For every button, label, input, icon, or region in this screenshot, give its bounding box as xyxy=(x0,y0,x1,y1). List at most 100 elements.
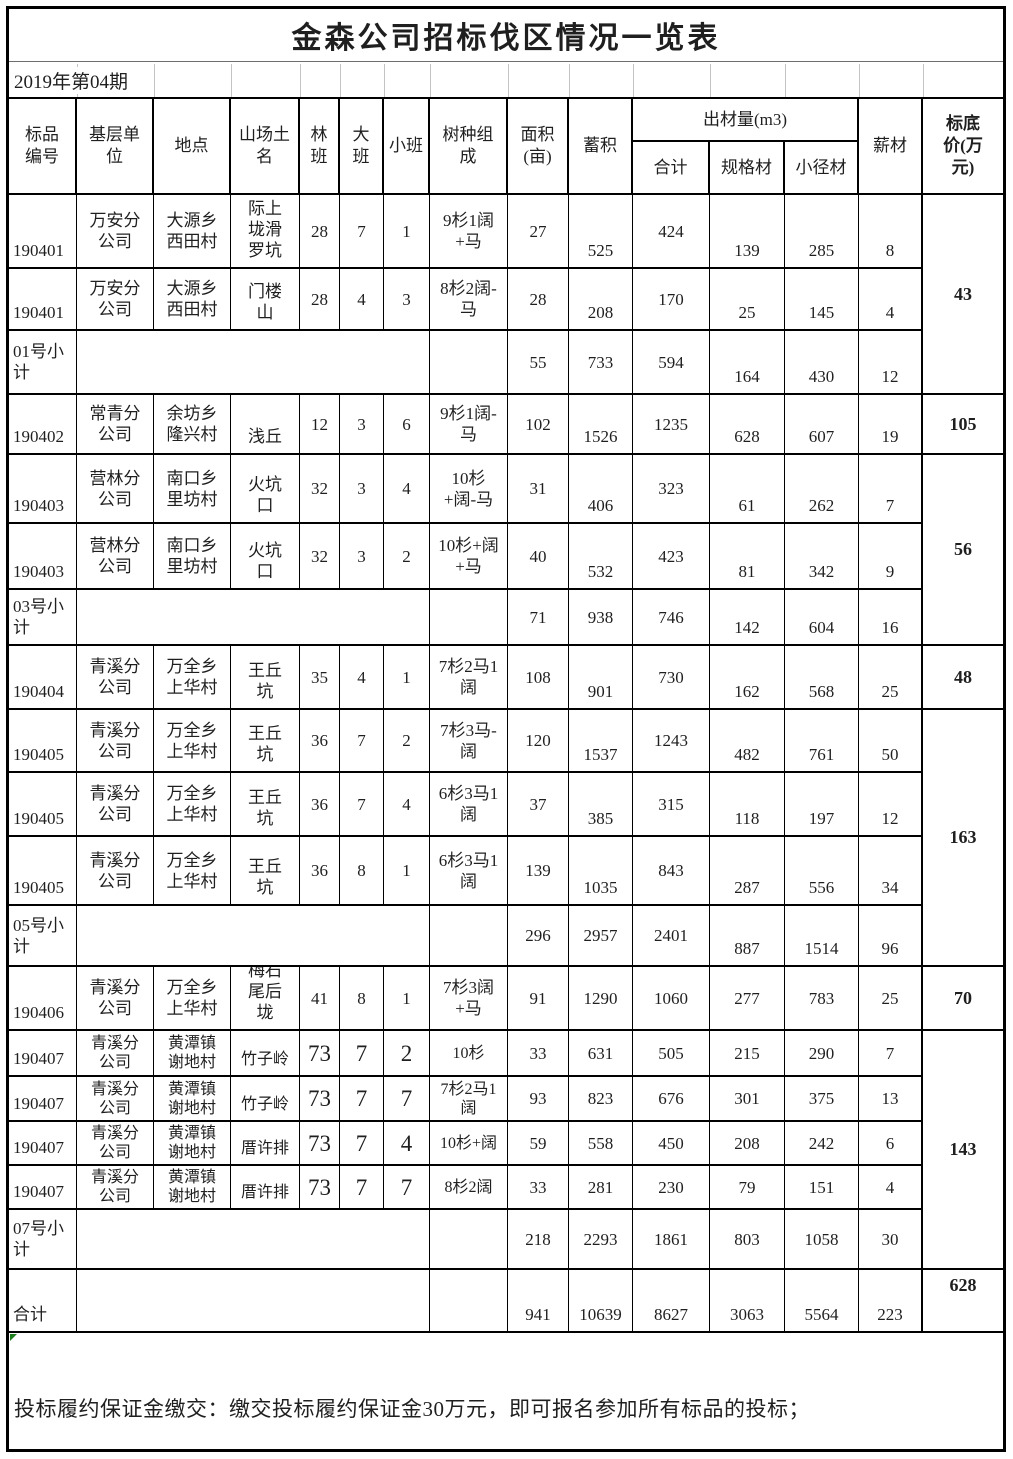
row3-stock-cell: 1526 xyxy=(569,395,633,455)
row17-species-empty-cell xyxy=(430,1210,508,1270)
row0-small-cell: 285 xyxy=(785,195,859,269)
price-group1-cell: 105 xyxy=(923,395,1003,455)
row8-spec-cell: 482 xyxy=(710,710,785,773)
row15-unit-cell: 青溪分公司 xyxy=(77,1122,154,1166)
row5-lin-cell: 32 xyxy=(300,524,340,590)
row8-species-cell: 7杉3马-阔 xyxy=(430,710,508,773)
light-gridline xyxy=(633,64,634,97)
row11-small-cell: 1514 xyxy=(785,906,859,967)
row9-area-cell: 37 xyxy=(508,773,569,837)
row10-species-cell: 6杉3马1阔 xyxy=(430,837,508,906)
light-gridline xyxy=(430,64,431,97)
row8-da-cell: 7 xyxy=(340,710,384,773)
row15-area-cell: 59 xyxy=(508,1122,569,1166)
row13-total-cell: 505 xyxy=(633,1031,710,1077)
light-gridline xyxy=(710,64,711,97)
row14-small-cell: 375 xyxy=(785,1077,859,1122)
row3-da-cell: 3 xyxy=(340,395,384,455)
row0-da-cell: 7 xyxy=(340,195,384,269)
row10-da-cell: 8 xyxy=(340,837,384,906)
row9-unit-cell: 青溪分公司 xyxy=(77,773,154,837)
row12-lin-cell: 41 xyxy=(300,967,340,1031)
row4-lin-cell: 32 xyxy=(300,455,340,524)
row15-site-cell: 厝许排 xyxy=(231,1122,300,1166)
row11-fire-cell: 96 xyxy=(859,906,923,967)
row12-site-cell: 梅石尾后垅 xyxy=(231,967,300,1031)
row14-da-cell: 7 xyxy=(340,1077,384,1122)
row14-xiao-cell: 7 xyxy=(384,1077,430,1122)
row1-total-cell: 170 xyxy=(633,269,710,331)
row8-fire-cell: 50 xyxy=(859,710,923,773)
row2-total-cell: 594 xyxy=(633,331,710,395)
row6-total-cell: 746 xyxy=(633,590,710,646)
light-gridline xyxy=(785,64,786,97)
row14-stock-cell: 823 xyxy=(569,1077,633,1122)
row2-stock-cell: 733 xyxy=(569,331,633,395)
row13-da-cell: 7 xyxy=(340,1031,384,1077)
header-lin_ban: 林班 xyxy=(300,99,340,195)
row10-total-cell: 843 xyxy=(633,837,710,906)
row1-da-cell: 4 xyxy=(340,269,384,331)
row10-small-cell: 556 xyxy=(785,837,859,906)
row2-label-cell: 01号小计 xyxy=(9,331,77,395)
row16-unit-cell: 青溪分公司 xyxy=(77,1166,154,1210)
row14-spec-cell: 301 xyxy=(710,1077,785,1122)
header-base_price: 标底价(万元) xyxy=(923,99,1003,195)
row9-id-cell: 190405 xyxy=(9,773,77,837)
row12-species-cell: 7杉3阔+马 xyxy=(430,967,508,1031)
row6-stock-cell: 938 xyxy=(569,590,633,646)
light-gridline xyxy=(340,64,341,97)
row0-area-cell: 27 xyxy=(508,195,569,269)
row16-stock-cell: 281 xyxy=(569,1166,633,1210)
period-label: 2019年第04期 xyxy=(12,67,135,94)
row0-stock-cell: 525 xyxy=(569,195,633,269)
row0-spec-cell: 139 xyxy=(710,195,785,269)
row7-spec-cell: 162 xyxy=(710,646,785,710)
row0-place-cell: 大源乡西田村 xyxy=(154,195,231,269)
row15-species-cell: 10杉+阔 xyxy=(430,1122,508,1166)
price-group3-cell: 48 xyxy=(923,646,1003,710)
header-stock: 蓄积 xyxy=(569,99,633,195)
header-item_no: 标品编号 xyxy=(9,99,77,195)
header-area: 面积(亩) xyxy=(508,99,569,195)
row16-site-cell: 厝许排 xyxy=(231,1166,300,1210)
header-place: 地点 xyxy=(154,99,231,195)
row4-total-cell: 323 xyxy=(633,455,710,524)
row16-total-cell: 230 xyxy=(633,1166,710,1210)
price-group2-cell: 56 xyxy=(923,455,1003,646)
row2-spec-cell: 164 xyxy=(710,331,785,395)
row12-place-cell: 万全乡上华村 xyxy=(154,967,231,1031)
row18-stock-cell: 10639 xyxy=(569,1270,633,1333)
row6-merged-empty-cell xyxy=(77,590,430,646)
row12-stock-cell: 1290 xyxy=(569,967,633,1031)
row7-site-cell: 王丘坑 xyxy=(231,646,300,710)
row7-species-cell: 7杉2马1阔 xyxy=(430,646,508,710)
row15-xiao-cell: 4 xyxy=(384,1122,430,1166)
row16-da-cell: 7 xyxy=(340,1166,384,1210)
row15-spec-cell: 208 xyxy=(710,1122,785,1166)
row1-lin-cell: 28 xyxy=(300,269,340,331)
row18-total-cell: 8627 xyxy=(633,1270,710,1333)
light-gridline xyxy=(508,64,509,97)
row12-area-cell: 91 xyxy=(508,967,569,1031)
header-small_timber: 小径材 xyxy=(785,142,859,195)
row1-fire-cell: 4 xyxy=(859,269,923,331)
row10-xiao-cell: 1 xyxy=(384,837,430,906)
row3-area-cell: 102 xyxy=(508,395,569,455)
row8-small-cell: 761 xyxy=(785,710,859,773)
row5-spec-cell: 81 xyxy=(710,524,785,590)
row4-stock-cell: 406 xyxy=(569,455,633,524)
row17-area-cell: 218 xyxy=(508,1210,569,1270)
row6-label-cell: 03号小计 xyxy=(9,590,77,646)
row8-lin-cell: 36 xyxy=(300,710,340,773)
row12-total-cell: 1060 xyxy=(633,967,710,1031)
row9-lin-cell: 36 xyxy=(300,773,340,837)
header-species: 树种组成 xyxy=(430,99,508,195)
row17-stock-cell: 2293 xyxy=(569,1210,633,1270)
row12-spec-cell: 277 xyxy=(710,967,785,1031)
row8-stock-cell: 1537 xyxy=(569,710,633,773)
row1-small-cell: 145 xyxy=(785,269,859,331)
row7-stock-cell: 901 xyxy=(569,646,633,710)
row5-area-cell: 40 xyxy=(508,524,569,590)
